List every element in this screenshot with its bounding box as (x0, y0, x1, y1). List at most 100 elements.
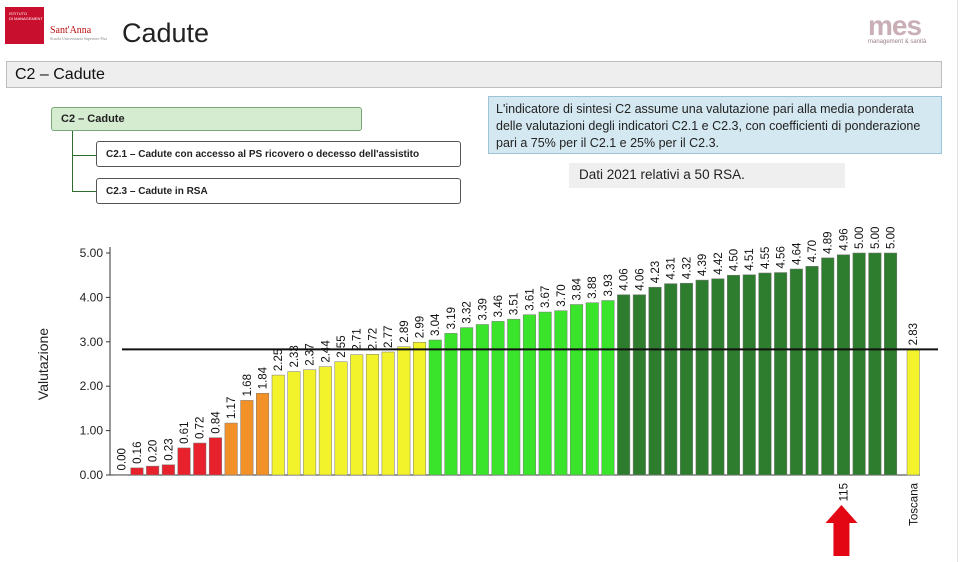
bar (428, 339, 442, 476)
bar (256, 393, 270, 476)
bar-value-label: 1.84 (258, 366, 270, 389)
bar (570, 304, 584, 476)
bar-value-label: 5.00 (854, 227, 866, 249)
bar-value-label: 3.46 (493, 295, 505, 317)
bar-value-label: 4.32 (681, 257, 693, 279)
reference-value-label: 2.83 (908, 323, 920, 345)
bar (664, 283, 678, 476)
logo-tagline: Scuola Universitaria Superiore Pisa (50, 36, 107, 41)
y-tick-label: 1.00 (80, 424, 104, 438)
y-axis-title: Valutazione (35, 328, 51, 400)
y-tick-label: 5.00 (80, 246, 104, 260)
sant-anna-logo-text: Sant'Anna Scuola Universitaria Superiore… (50, 25, 107, 41)
bar (585, 302, 599, 476)
bar (193, 442, 207, 476)
tree-child-label: C2.1 – Cadute con accesso al PS ricovero… (106, 149, 420, 160)
bar-value-label: 3.39 (477, 298, 489, 320)
bar-value-label: 0.61 (179, 422, 191, 444)
data-note-text: Dati 2021 relativi a 50 RSA. (579, 167, 745, 182)
bar-value-label: 3.70 (556, 284, 568, 306)
red-arrow-icon (825, 505, 858, 556)
bar (727, 274, 741, 476)
logo-line-1: ISTITUTO (9, 11, 28, 16)
bar-value-label: 3.84 (572, 278, 584, 301)
bar (114, 474, 128, 476)
tree-root-label: C2 – Cadute (61, 113, 125, 125)
bar-value-label: 4.39 (697, 254, 709, 276)
bar-value-label: 2.77 (383, 326, 395, 348)
bar (334, 361, 348, 476)
bar (208, 437, 222, 476)
bar-value-label: 4.23 (650, 261, 662, 283)
bar-value-label: 4.06 (619, 268, 631, 290)
tree-child-label: C2.3 – Cadute in RSA (106, 186, 208, 197)
bar-value-label: 4.42 (713, 252, 725, 274)
bar-value-label: 4.31 (666, 257, 678, 279)
bar (413, 341, 427, 476)
bar (695, 279, 709, 476)
bar-value-label: 5.00 (870, 227, 882, 249)
bar (146, 465, 160, 476)
bar (130, 467, 144, 476)
bar (554, 310, 568, 476)
bar-value-label: 0.72 (195, 417, 207, 439)
bar (397, 346, 411, 476)
tree-child-c2-3: C2.3 – Cadute in RSA (96, 178, 461, 204)
bar-value-label: 0.00 (116, 448, 128, 470)
logo-name: Sant'Anna (50, 25, 92, 36)
bar-value-label: 4.56 (776, 246, 788, 268)
bar-value-label: 3.67 (540, 286, 552, 308)
bar-value-label: 0.16 (132, 442, 144, 464)
bar-value-label: 3.88 (587, 276, 599, 298)
bar-value-label: 4.06 (634, 268, 646, 290)
divider (957, 0, 958, 562)
bar (632, 294, 646, 476)
bar (617, 294, 631, 476)
bar (475, 324, 489, 476)
bar (303, 369, 317, 476)
highlight-label: 115 (838, 483, 850, 501)
bar (287, 371, 301, 476)
reference-category-label: Toscana (908, 482, 920, 525)
y-tick-label: 3.00 (80, 335, 104, 349)
bar (742, 274, 756, 476)
bar-value-label: 3.93 (603, 274, 615, 296)
bar-value-label: 2.99 (415, 316, 427, 338)
tree-child-c2-1: C2.1 – Cadute con accesso al PS ricovero… (96, 141, 461, 167)
bar-value-label: 4.51 (744, 248, 756, 270)
page-title: Cadute (122, 18, 210, 48)
bar (177, 447, 191, 476)
bar (491, 321, 505, 476)
bar (460, 327, 474, 476)
section-title: C2 – Cadute (15, 66, 105, 83)
tree-connector-branch-1 (72, 155, 96, 156)
bar (821, 257, 835, 476)
bar (538, 311, 552, 476)
mes-logo: mes management & sanità (868, 10, 943, 45)
bar-value-label: 2.33 (289, 345, 301, 367)
bar (271, 374, 285, 476)
bar-value-label: 4.70 (807, 240, 819, 262)
info-box: L'indicatore di sintesi C2 assume una va… (488, 96, 942, 154)
bar-value-label: 2.37 (305, 343, 317, 365)
bar (805, 266, 819, 476)
bar (868, 252, 882, 476)
bar-value-label: 3.32 (462, 301, 474, 323)
bar-value-label: 3.04 (430, 313, 442, 336)
bar (836, 254, 850, 476)
brand-logo-text: mes (868, 10, 922, 41)
section-header: C2 – Cadute (6, 61, 942, 88)
bar-value-label: 4.55 (760, 247, 772, 269)
tree-connector (72, 131, 73, 191)
bar (350, 354, 364, 476)
bar (711, 278, 725, 476)
bar-value-label: 3.19 (446, 307, 458, 329)
bar (318, 366, 332, 476)
brand-subtitle: management & sanità (868, 39, 927, 45)
bar-value-label: 1.68 (242, 374, 254, 396)
sant-anna-logo-mark: ISTITUTO DI MANAGEMENT (5, 7, 44, 44)
bar (679, 282, 693, 476)
bar (774, 272, 788, 476)
bar-value-label: 1.17 (226, 397, 238, 419)
